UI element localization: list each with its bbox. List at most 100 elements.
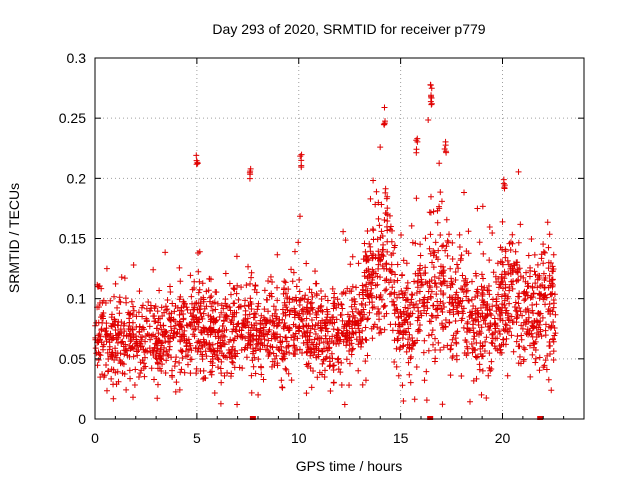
- data-point: [227, 307, 234, 314]
- data-point: [231, 286, 238, 293]
- data-point: [384, 205, 391, 212]
- data-point: [541, 277, 548, 284]
- data-point: [463, 293, 470, 300]
- data-point: [155, 330, 162, 337]
- data-point: [141, 360, 148, 367]
- data-point: [381, 326, 388, 333]
- data-point: [402, 304, 409, 311]
- data-point: [328, 338, 335, 345]
- data-point: [93, 350, 100, 357]
- data-point: [427, 193, 434, 200]
- data-point: [483, 394, 490, 401]
- data-point: [167, 283, 173, 290]
- data-point: [498, 271, 505, 278]
- data-point: [421, 270, 428, 277]
- data-point: [333, 331, 340, 338]
- data-point: [258, 339, 265, 346]
- data-point: [182, 348, 189, 355]
- data-point: [130, 307, 137, 314]
- data-point: [465, 297, 472, 304]
- data-point: [380, 303, 387, 310]
- data-point: [272, 315, 279, 322]
- data-point: [369, 335, 376, 342]
- data-point: [266, 326, 273, 333]
- data-point: [201, 374, 208, 381]
- data-point: [361, 273, 368, 280]
- data-point: [503, 307, 510, 314]
- data-point: [154, 308, 161, 315]
- data-point: [230, 359, 237, 366]
- data-point: [258, 371, 265, 378]
- data-point: [356, 291, 363, 298]
- y-axis-label: SRMTID / TECUs: [6, 183, 22, 293]
- data-point: [218, 379, 225, 386]
- data-point: [370, 268, 377, 275]
- data-point: [178, 366, 185, 373]
- data-point: [141, 349, 148, 356]
- data-point: [127, 375, 134, 382]
- data-point: [480, 275, 487, 282]
- data-point: [253, 341, 260, 348]
- data-point: [261, 287, 268, 294]
- data-point: [211, 390, 218, 397]
- data-point: [96, 282, 103, 289]
- data-point: [166, 343, 173, 350]
- data-point: [383, 260, 390, 267]
- data-point: [269, 319, 276, 326]
- data-point: [184, 322, 191, 329]
- data-point: [404, 319, 411, 326]
- data-point: [269, 358, 276, 365]
- data-point: [536, 272, 543, 279]
- data-point: [463, 248, 470, 255]
- data-point: [529, 333, 536, 340]
- data-point: [406, 345, 413, 352]
- data-point: [417, 272, 424, 279]
- data-point: [357, 343, 364, 350]
- data-point: [141, 373, 148, 380]
- data-point: [308, 316, 315, 323]
- data-point: [248, 389, 255, 396]
- data-point: [339, 330, 346, 337]
- data-point: [153, 335, 160, 342]
- data-point: [231, 300, 238, 307]
- data-point: [384, 193, 391, 200]
- x-tick-label: 5: [193, 430, 201, 446]
- data-point: [488, 339, 495, 346]
- data-point: [310, 368, 317, 374]
- data-point: [444, 282, 451, 289]
- data-point: [233, 253, 240, 260]
- data-point: [231, 364, 238, 371]
- data-point: [117, 360, 124, 367]
- data-point: [472, 310, 479, 317]
- data-point: [425, 117, 432, 124]
- data-point: [150, 266, 157, 273]
- data-point: [344, 285, 351, 292]
- data-point: [453, 356, 460, 363]
- data-point: [239, 365, 246, 372]
- data-point: [491, 343, 498, 350]
- data-point: [381, 217, 388, 224]
- data-point: [436, 160, 443, 167]
- zero-value-marker: [249, 416, 256, 420]
- data-point: [548, 387, 555, 394]
- data-point: [109, 323, 116, 330]
- data-point: [364, 292, 371, 299]
- data-point: [398, 313, 405, 320]
- data-point: [532, 347, 539, 354]
- data-point: [121, 320, 128, 327]
- data-point: [136, 323, 143, 330]
- data-point: [209, 356, 216, 363]
- data-point: [501, 275, 508, 282]
- data-point: [204, 328, 211, 335]
- data-point: [421, 294, 428, 301]
- data-point: [255, 391, 262, 398]
- data-point: [549, 335, 556, 342]
- data-point: [104, 368, 111, 375]
- data-point: [161, 309, 168, 316]
- data-point: [545, 265, 552, 272]
- data-point: [430, 341, 437, 348]
- data-point: [127, 326, 134, 333]
- data-point: [162, 369, 169, 376]
- data-point: [391, 289, 398, 296]
- data-point: [478, 283, 485, 290]
